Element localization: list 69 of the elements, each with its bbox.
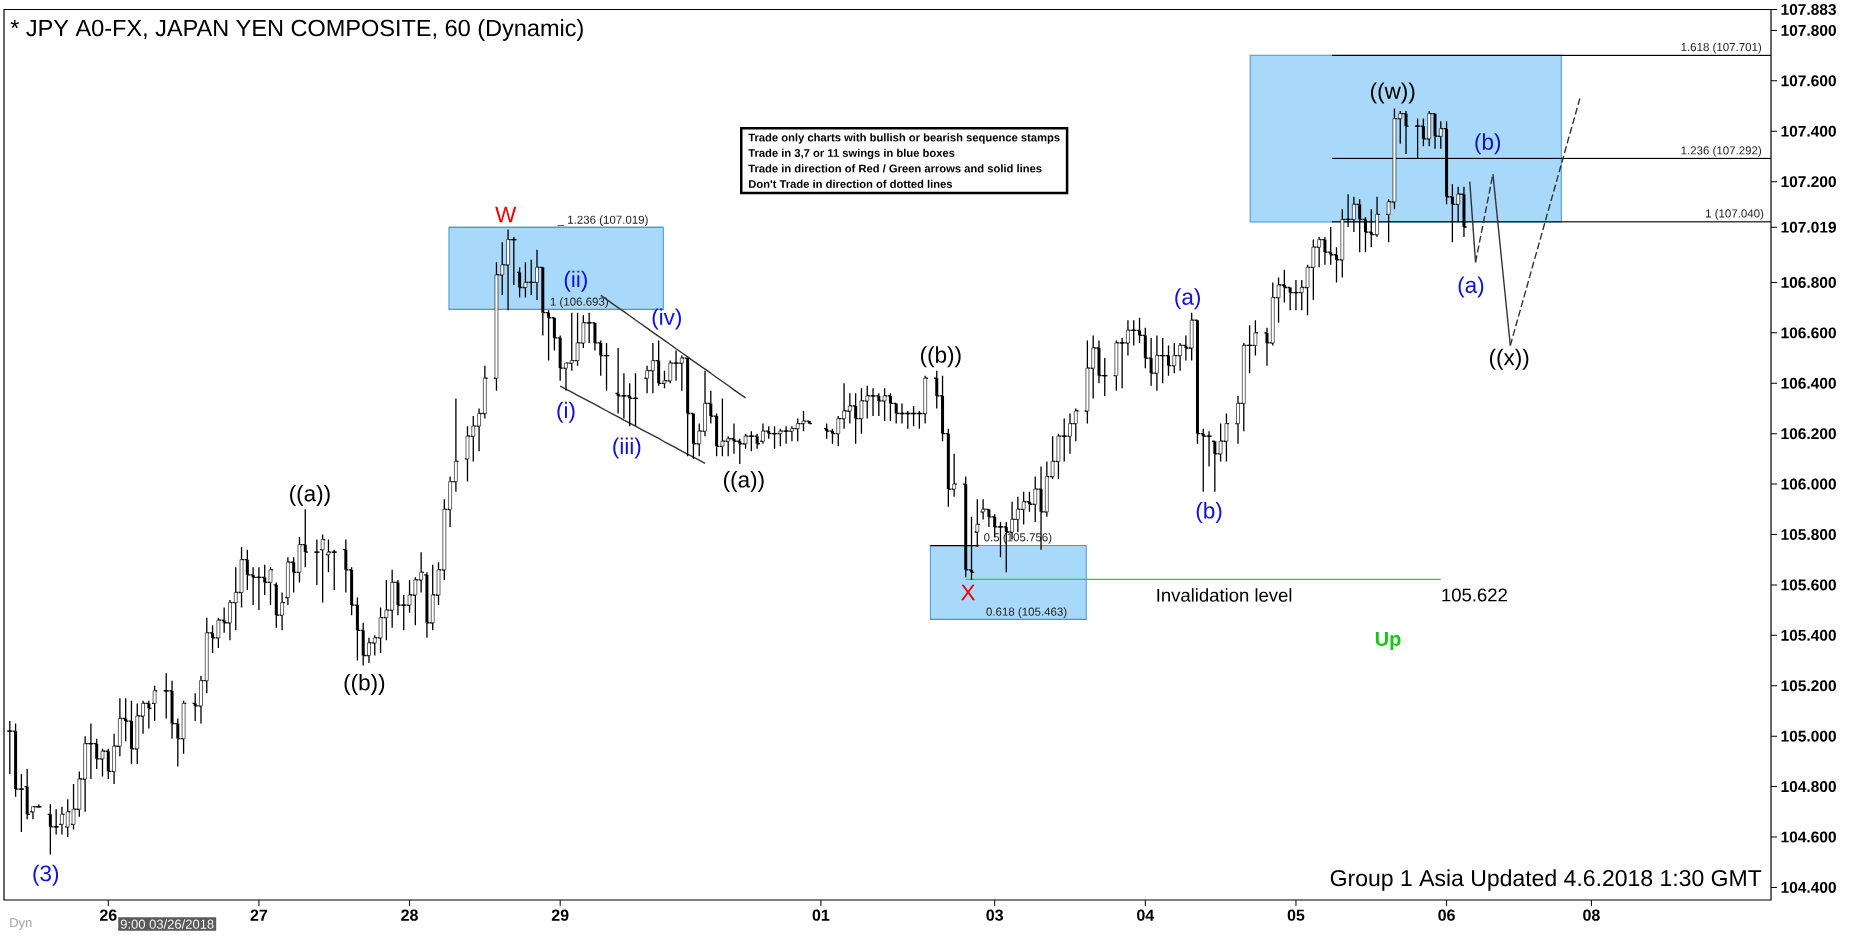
y-tick-label: 105.200: [1781, 680, 1836, 692]
text: 9:00 03/26/2018: [120, 919, 214, 929]
ref-line-label: 1 (107.040): [1705, 209, 1764, 220]
y-tick-label: 106.000: [1781, 478, 1836, 490]
ref-line-label: 1 (106.693): [550, 297, 608, 308]
annotation: (a): [1175, 288, 1200, 310]
y-tick-label: 105.000: [1781, 730, 1836, 742]
y-tick-label: 107.400: [1781, 125, 1836, 137]
candlestick: [320, 533, 325, 604]
candlestick: [1404, 110, 1408, 155]
y-tick-label: 104.800: [1781, 781, 1836, 793]
annotation: ((x)): [1489, 348, 1529, 370]
annotation: (iv): [652, 308, 681, 330]
annotation: Trade only charts with bullish or bearish sequence stamps: [748, 133, 1060, 144]
annotation: ((a)): [290, 484, 330, 506]
ref-line-label: 1.618 (107.701): [1681, 42, 1762, 54]
annotation: X: [961, 584, 976, 601]
x-tick-label: 28: [401, 909, 418, 921]
annotation: (b): [1196, 502, 1222, 524]
ref-line-label: 1.236 (107.292): [1681, 146, 1762, 157]
candlestick: [60, 806, 64, 836]
y-tick-label: 105.800: [1781, 529, 1836, 540]
y-tick-label: 106.800: [1781, 276, 1836, 288]
x-tick-label: 01: [812, 909, 830, 921]
y-tick-label: 104.400: [1781, 881, 1836, 893]
y-tick-label: 106.200: [1781, 428, 1836, 440]
annotation: (ii): [564, 270, 587, 292]
y-tick-label: 107.200: [1781, 176, 1836, 188]
annotation: (i): [557, 401, 575, 423]
annotation: ((b)): [344, 673, 385, 695]
x-tick-label: 03: [986, 909, 1003, 921]
y-tick-label: 106.600: [1781, 327, 1836, 339]
ref-line-label: 105.622: [1442, 588, 1507, 602]
y-tick-label: 107.600: [1781, 75, 1836, 87]
annotation: (iii): [613, 437, 641, 459]
annotation: Trade in direction of Red / Green arrows and solid lines: [748, 164, 1042, 173]
candlestick: [152, 685, 157, 722]
annotation: (b): [1475, 133, 1501, 155]
x-tick-label: 08: [1583, 909, 1600, 921]
x-tick-label: 29: [551, 909, 569, 921]
line-series: [559, 385, 706, 465]
y-tick-label: 104.600: [1781, 831, 1836, 843]
annotation: Don't Trade in direction of dotted lines: [749, 179, 953, 188]
x-tick-label: 26: [99, 909, 117, 921]
annotation: Trade in 3,7 or 11 swings in blue boxes: [748, 148, 955, 160]
x-tick-label: 05: [1287, 909, 1305, 921]
annotation: (a): [1458, 276, 1484, 298]
annotation: ((w)): [1370, 82, 1415, 104]
y-tick-label: 107.883: [1781, 3, 1837, 15]
ref-line-label: _ 1.236 (107.019): [557, 215, 648, 227]
x-tick-label: 06: [1438, 909, 1455, 921]
candlestick: [1433, 113, 1437, 150]
y-tick-label: 107.800: [1781, 24, 1836, 36]
y-tick-label: 106.400: [1781, 377, 1836, 389]
annotation: W: [495, 206, 517, 223]
y-tick-label: 105.400: [1781, 629, 1836, 641]
annotation: ((a)): [723, 471, 764, 493]
chart-title: * JPY A0-FX, JAPAN YEN COMPOSITE, 60 (Dynamic): [10, 19, 583, 41]
text: Dyn: [10, 918, 32, 930]
x-tick-label: 27: [250, 909, 268, 921]
annotation: Up: [1375, 632, 1401, 650]
y-tick-label: 107.019: [1781, 221, 1836, 233]
ref-line-label: 0.618 (105.463): [986, 607, 1067, 619]
annotation: Invalidation level: [1157, 588, 1292, 602]
annotation: ((b)): [920, 346, 961, 368]
y-tick-label: 105.600: [1781, 579, 1836, 591]
annotation: Group 1 Asia Updated 4.6.2018 1:30 GMT: [1330, 869, 1762, 891]
x-tick-label: 04: [1137, 909, 1155, 921]
annotation: (3): [33, 864, 59, 886]
